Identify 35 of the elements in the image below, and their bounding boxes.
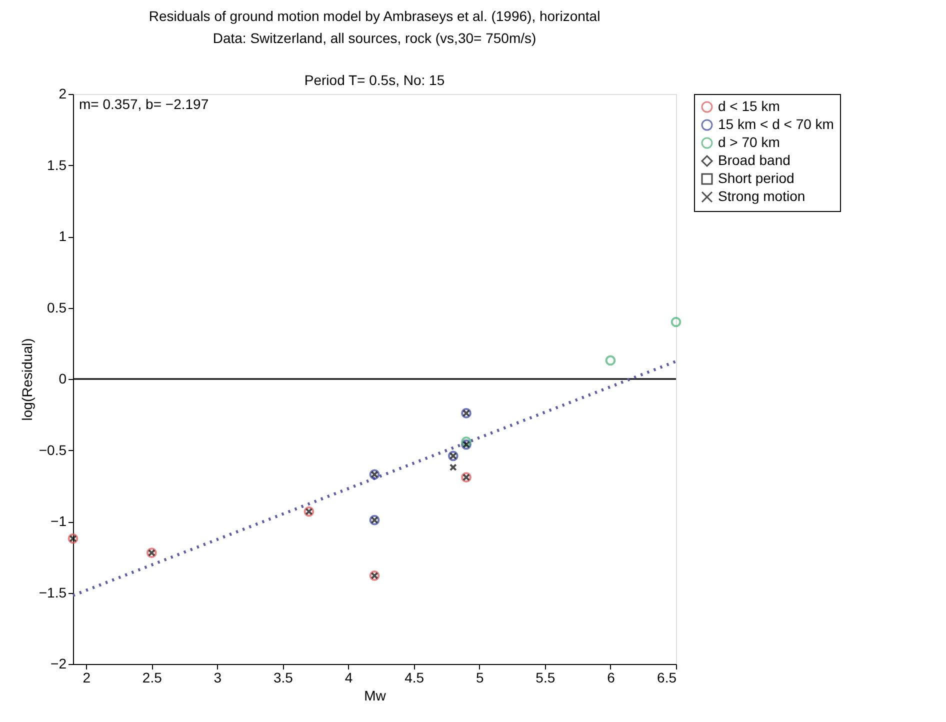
point [449, 464, 457, 472]
point [670, 316, 682, 328]
point [605, 355, 616, 366]
y-tick-label: 2 [58, 86, 67, 102]
x-tick-label: 4.5 [404, 670, 424, 686]
y-tick-label: −1 [50, 513, 67, 529]
legend-label: Broad band [718, 152, 790, 168]
y-tick-label: 1.5 [47, 156, 67, 173]
x-tick-label: 5.5 [536, 670, 556, 686]
x-axis-title: Mw [364, 688, 387, 704]
y-tick-label: 0 [58, 370, 67, 386]
legend-label: Short period [718, 170, 794, 186]
legend-label: Strong motion [718, 188, 806, 204]
text: Period T= 0.5s, No: 15 [304, 72, 445, 88]
y-tick-label: −0.5 [38, 442, 67, 458]
y-tick-label: −2 [50, 656, 67, 672]
point [461, 436, 472, 447]
x-tick-label: 6.5 [657, 670, 677, 686]
legend-label: d > 70 km [718, 134, 780, 150]
y-tick-label: −1.5 [38, 584, 67, 600]
x-tick-label: 6 [607, 670, 616, 686]
x-tick-label: 3.5 [274, 670, 294, 686]
x-tick-label: 4 [344, 670, 353, 686]
x-tick-label: 5 [476, 670, 484, 686]
chart-subtitle: Data: Switzerland, all sources, rock (vs,30= 750m/s) [212, 30, 536, 46]
annotation: m= 0.357, b= −2.197 [79, 96, 209, 112]
legend-label: 15 km < d < 70 km [718, 116, 834, 132]
y-tick-label: 0.5 [47, 299, 67, 316]
x-tick-label: 2.5 [142, 670, 162, 686]
legend-label: d < 15 km [718, 98, 780, 114]
x-tick-label: 2 [82, 670, 91, 686]
y-tick-label: 1 [58, 228, 67, 244]
x-tick-label: 3 [214, 670, 222, 686]
chart-title: Residuals of ground motion model by Ambraseys et al. (1996), horizontal [148, 8, 600, 24]
y-axis-title: log(Residual) [18, 338, 35, 421]
